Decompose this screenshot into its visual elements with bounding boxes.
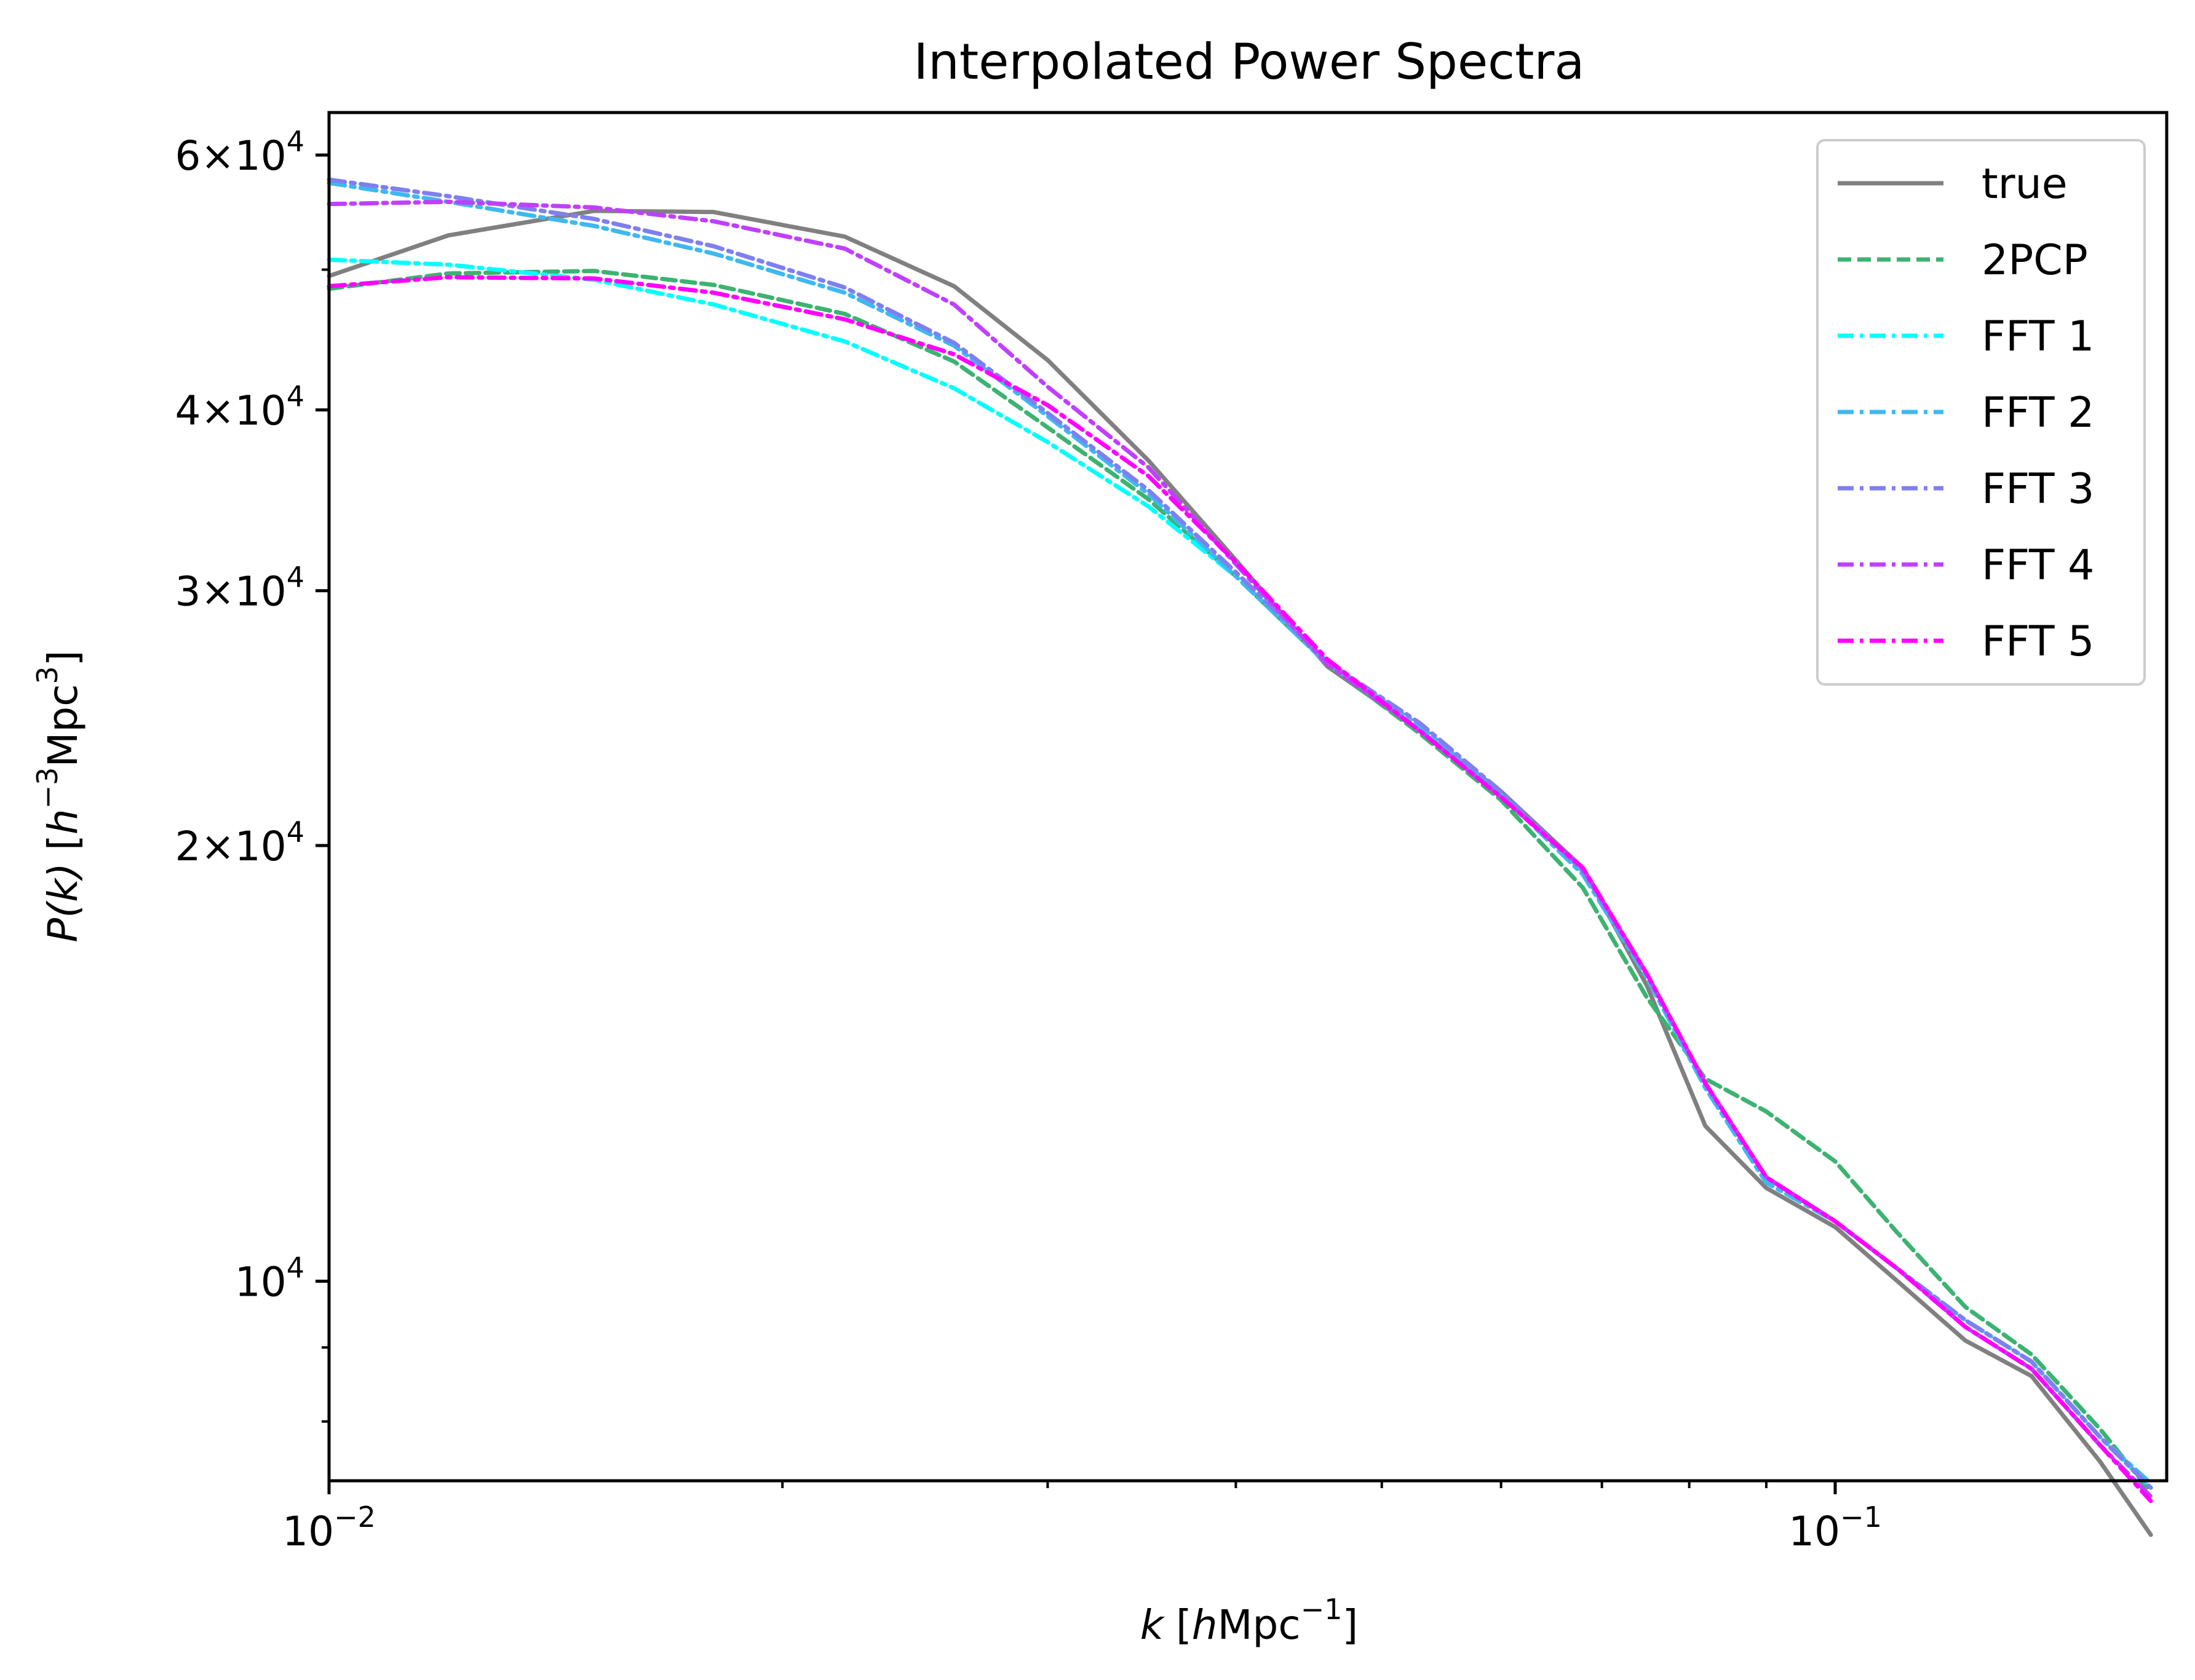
- legend-label-6: FFT 5: [1982, 617, 2094, 666]
- y-tick-label-4: 6×104: [175, 125, 304, 180]
- legend-box: [1816, 139, 2146, 686]
- y-axis-label: P(k) [h−3Mpc3]: [31, 650, 87, 942]
- y-label-h-exponent: −3: [31, 767, 64, 809]
- x-label-var: k: [1140, 1601, 1165, 1649]
- y-label-open: [: [39, 834, 87, 850]
- x-label-open: [: [1176, 1601, 1192, 1649]
- series-line-3: [327, 180, 2153, 1486]
- x-axis-label: k [hMpc−1]: [1140, 1593, 1359, 1649]
- legend-label-3: FFT 2: [1982, 389, 2094, 437]
- legend-label-4: FFT 3: [1982, 465, 2094, 513]
- y-label-unit: Mpc: [39, 684, 87, 767]
- y-label-var: P(k): [39, 863, 87, 943]
- chart-title: Interpolated Power Spectra: [914, 33, 1585, 90]
- legend-label-1: 2PCP: [1982, 236, 2088, 285]
- y-label-close: ]: [39, 650, 87, 666]
- legend-label-5: FFT 4: [1982, 541, 2094, 590]
- x-tick-label-0: 10−2: [282, 1500, 376, 1555]
- y-tick-label-0: 104: [235, 1251, 304, 1306]
- legend-label-0: true: [1982, 160, 2068, 208]
- x-label-close: ]: [1343, 1601, 1359, 1649]
- y-tick-label-3: 4×104: [175, 380, 304, 435]
- ticks-layer: 10−2 10−1 104 2×104 3×104 4×104 6×104: [175, 125, 1881, 1555]
- y-label-exponent: 3: [31, 666, 64, 684]
- plot-frame: [327, 111, 2169, 1483]
- x-label-h: h: [1192, 1601, 1218, 1649]
- y-tick-label-1: 2×104: [175, 815, 304, 870]
- x-label-unit: Mpc: [1218, 1601, 1301, 1649]
- x-tick-label-1: 10−1: [1788, 1500, 1882, 1555]
- series-line-4: [327, 177, 2153, 1490]
- legend: true 2PCP FFT 1 FFT 2 FFT 3 FFT 4 FFT 5: [1816, 139, 2146, 686]
- y-tick-label-2: 3×104: [175, 561, 304, 616]
- y-label-h: h: [39, 809, 87, 834]
- series-line-6: [327, 275, 2153, 1504]
- series-layer: [327, 177, 2153, 1537]
- x-label-exponent: −1: [1301, 1593, 1343, 1626]
- legend-label-2: FFT 1: [1982, 312, 2094, 361]
